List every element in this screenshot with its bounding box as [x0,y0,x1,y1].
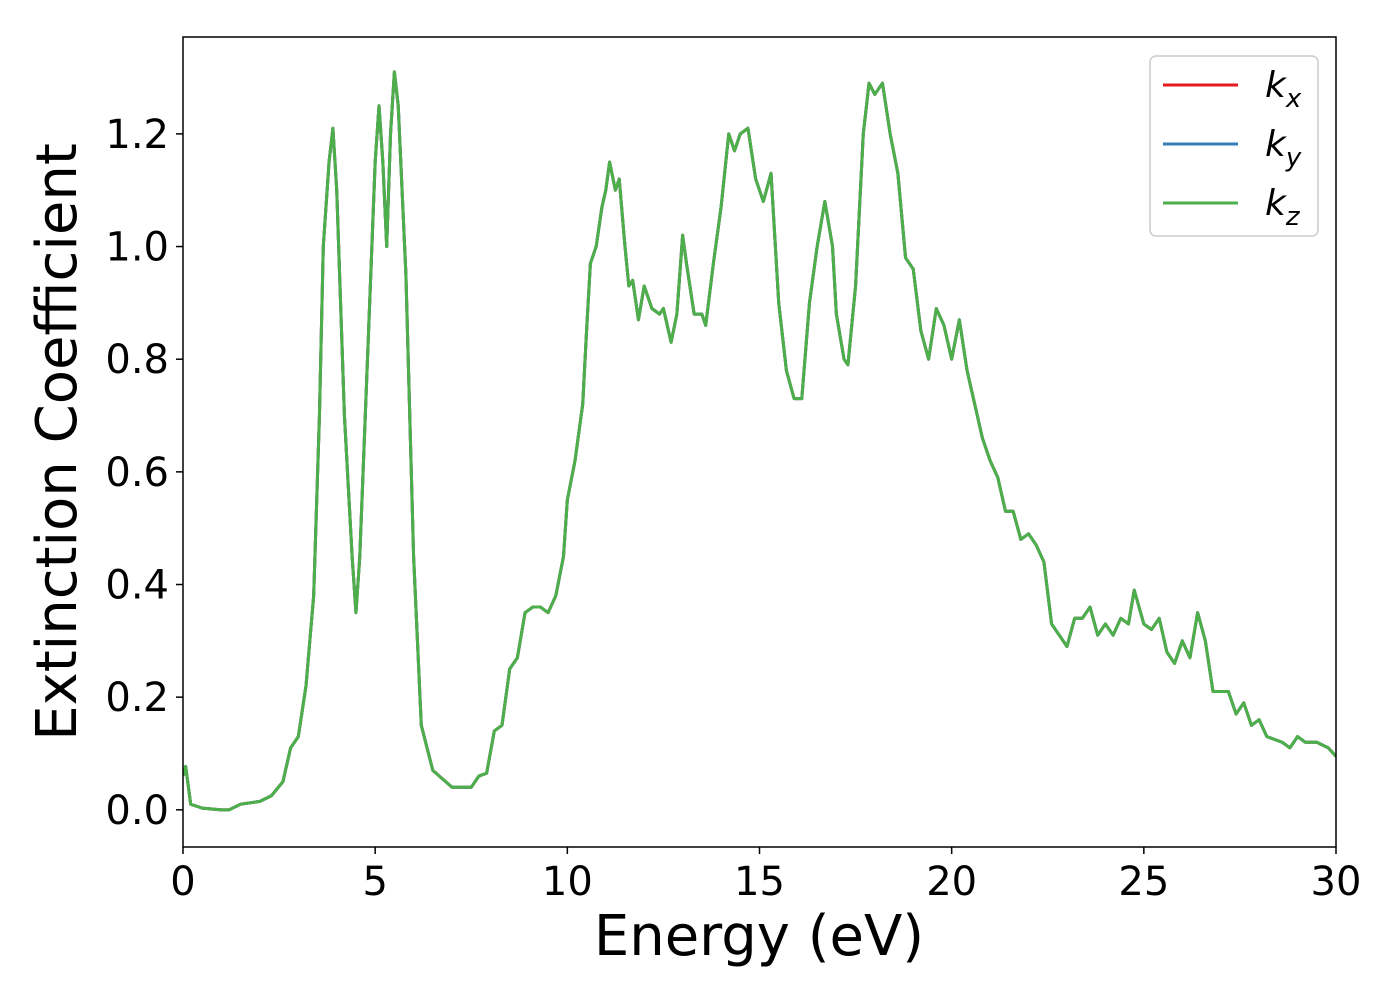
x-tick-label: 10 [542,859,593,905]
legend-box [1149,55,1319,237]
x-tick-label: 5 [362,859,387,905]
axes-frame [182,36,1337,848]
x-tick-label: 0 [170,859,195,905]
data-line [183,70,1336,812]
y-tick-label: 0.0 [105,788,169,834]
y-axis-label: Extinction Coefficient [25,143,90,741]
y-tick-label: 0.2 [105,675,169,721]
y-tick-label: 1.0 [105,225,169,271]
y-tick-label: 1.2 [105,112,169,158]
x-axis-label: Energy (eV) [594,904,924,969]
x-tick-label: 20 [926,859,977,905]
y-tick-label: 0.8 [105,337,169,383]
legend-label: kx [1265,65,1302,114]
y-tick-label: 0.6 [105,450,169,496]
legend-label: ky [1265,124,1302,173]
legend-label: kz [1265,183,1301,232]
x-tick-label: 25 [1118,859,1169,905]
x-tick-label: 15 [734,859,785,905]
y-tick-label: 0.4 [105,563,169,609]
x-tick-label: 30 [1311,859,1362,905]
